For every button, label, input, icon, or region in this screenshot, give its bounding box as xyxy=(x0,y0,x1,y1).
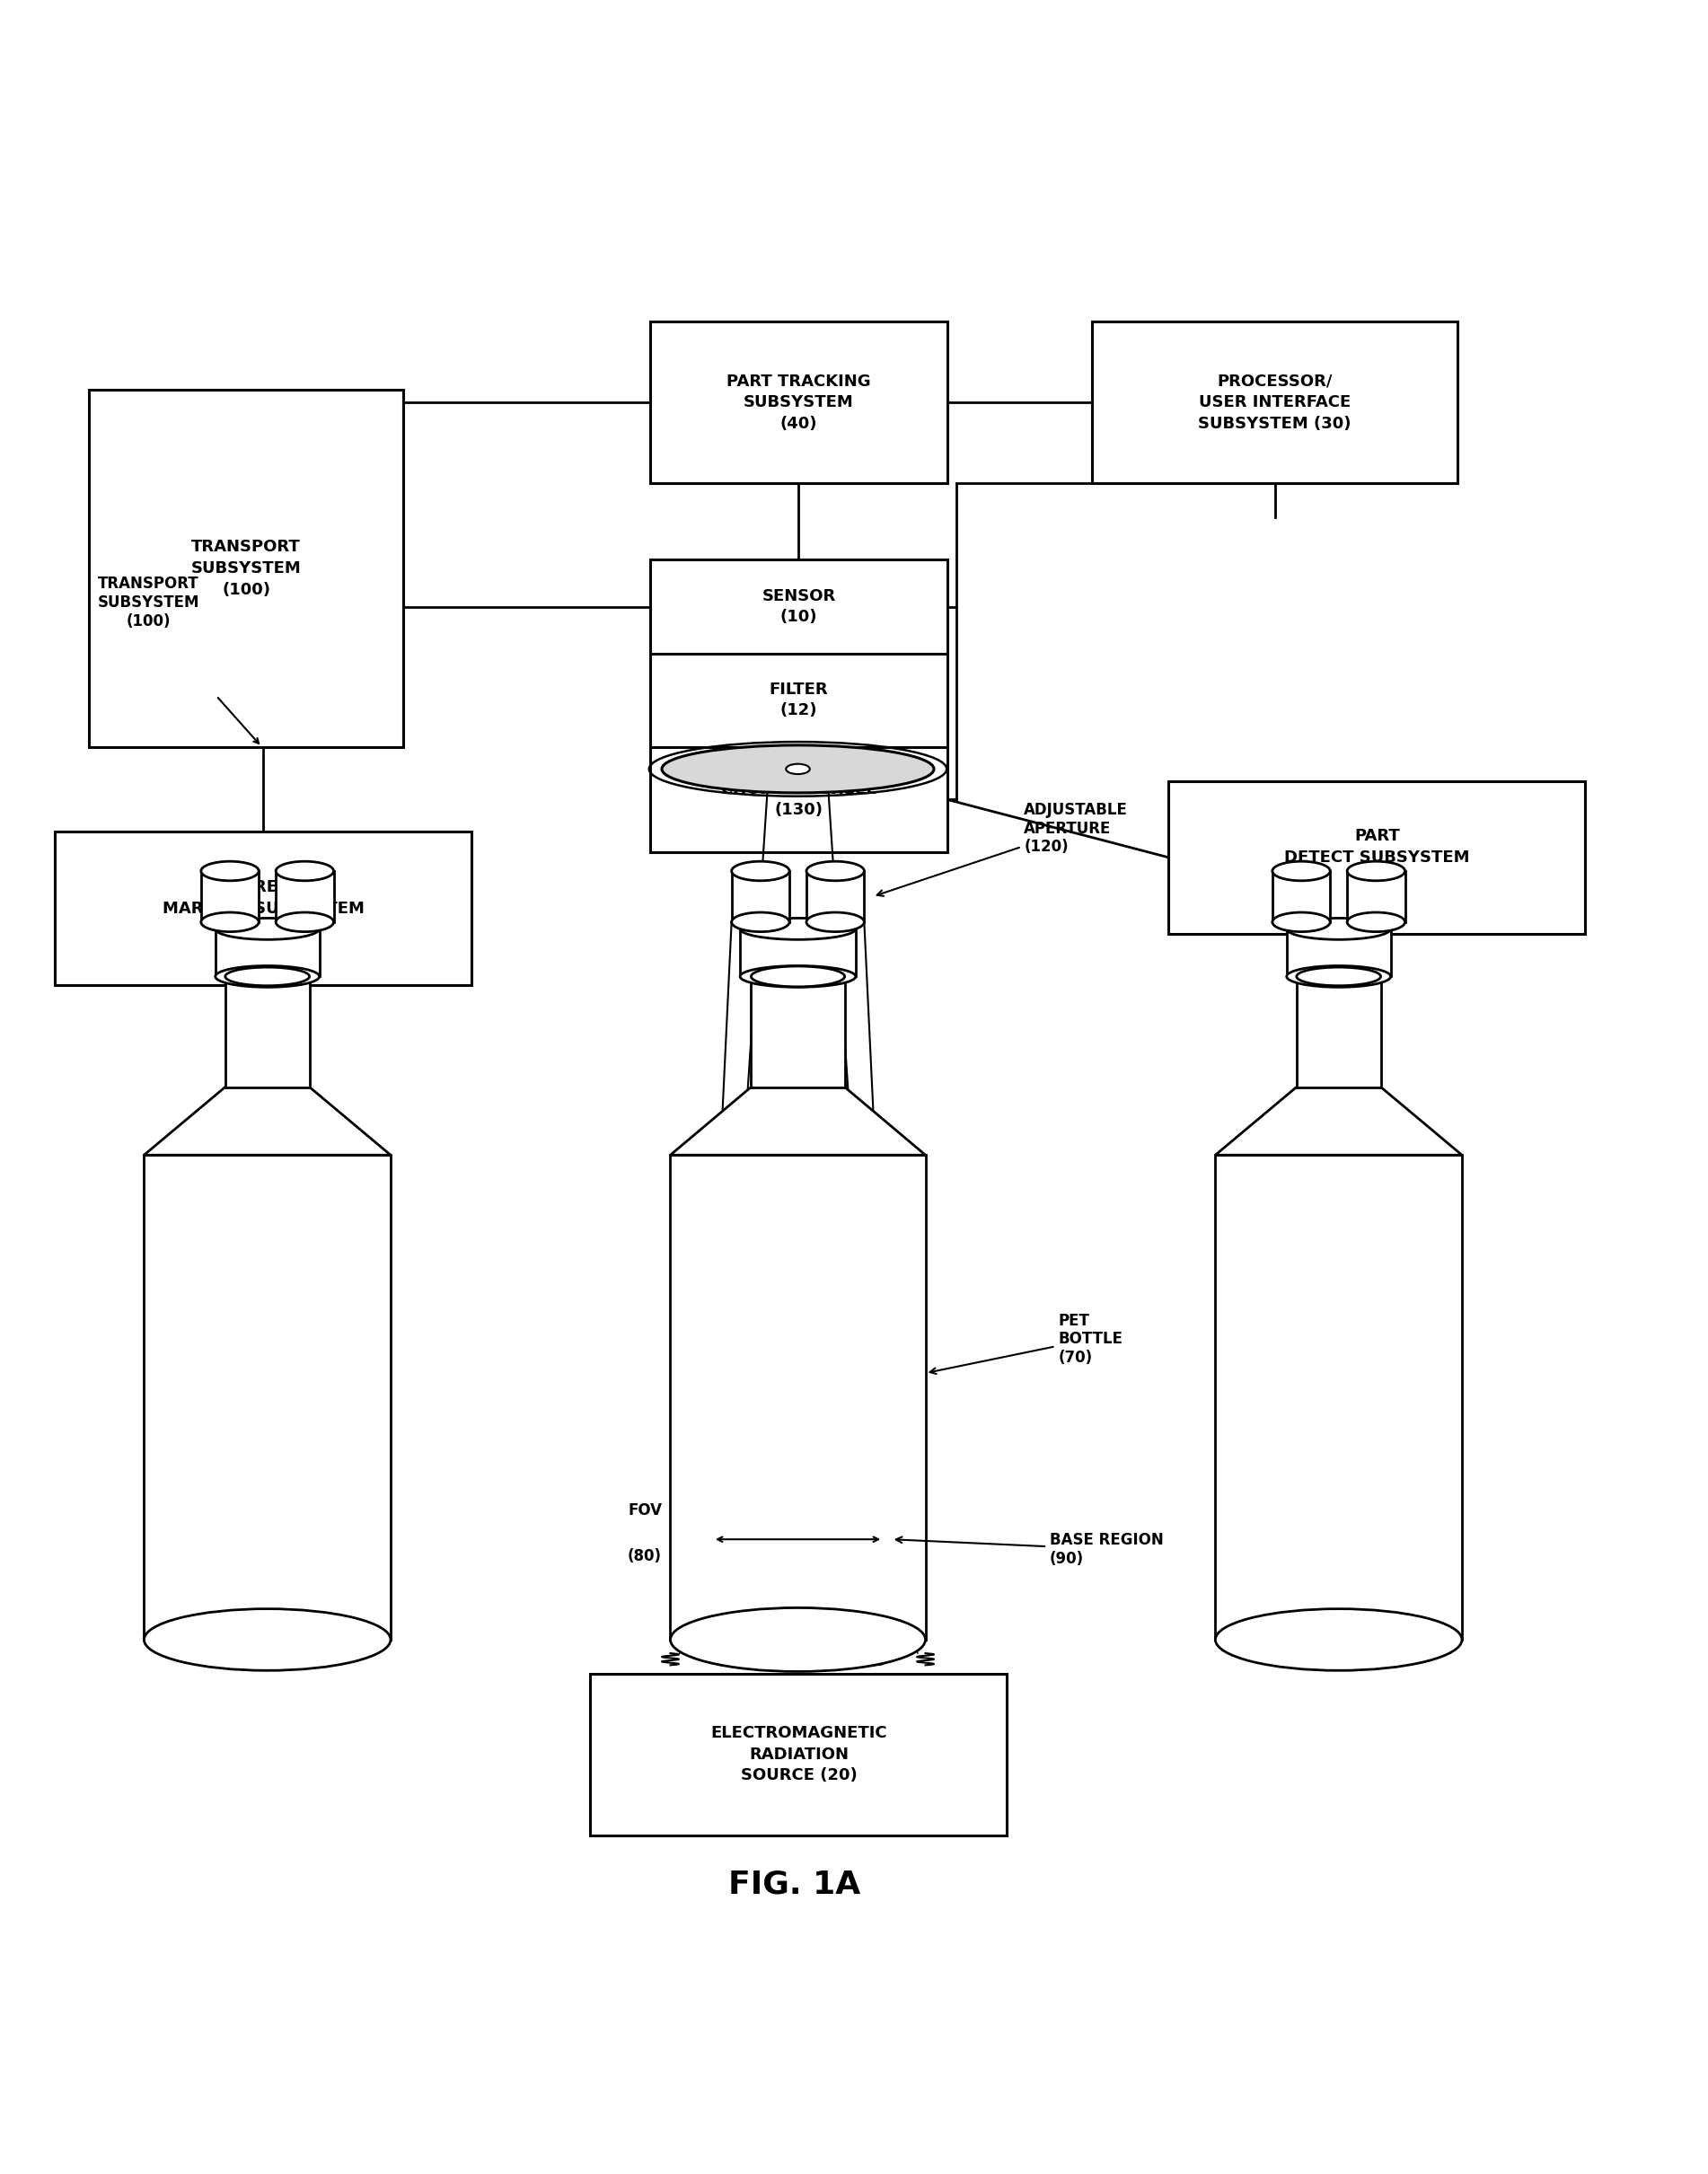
Bar xyxy=(1091,322,1457,483)
Ellipse shape xyxy=(1296,967,1380,985)
Ellipse shape xyxy=(1348,913,1406,933)
Bar xyxy=(704,1489,892,1589)
Ellipse shape xyxy=(275,861,333,880)
Ellipse shape xyxy=(670,1609,926,1672)
Ellipse shape xyxy=(143,1609,391,1670)
Ellipse shape xyxy=(740,965,856,987)
Text: PROCESSOR/
USER INTERFACE
SUBSYSTEM (30): PROCESSOR/ USER INTERFACE SUBSYSTEM (30) xyxy=(1199,374,1351,433)
Ellipse shape xyxy=(1348,861,1406,880)
Text: FILTER
(12): FILTER (12) xyxy=(769,680,828,720)
Ellipse shape xyxy=(731,913,789,933)
Ellipse shape xyxy=(806,913,864,933)
Bar xyxy=(225,976,309,1087)
Text: TRANSPORT
SUBSYSTEM
(100): TRANSPORT SUBSYSTEM (100) xyxy=(97,576,200,628)
Ellipse shape xyxy=(275,913,333,933)
Ellipse shape xyxy=(786,763,810,774)
Ellipse shape xyxy=(202,861,260,880)
Text: ADJUSTABLE
APERTURE
(120): ADJUSTABLE APERTURE (120) xyxy=(876,802,1127,896)
Ellipse shape xyxy=(731,861,789,880)
Bar xyxy=(651,654,948,748)
Bar xyxy=(1168,780,1585,935)
Bar xyxy=(740,928,856,976)
Ellipse shape xyxy=(202,913,260,933)
Ellipse shape xyxy=(1272,861,1331,880)
Text: PART
DETECT SUBSYSTEM
(50): PART DETECT SUBSYSTEM (50) xyxy=(1284,828,1469,887)
Text: (80): (80) xyxy=(629,1548,661,1563)
Bar xyxy=(215,928,319,976)
Ellipse shape xyxy=(740,917,856,939)
Text: SENSOR
(10): SENSOR (10) xyxy=(762,587,835,626)
Polygon shape xyxy=(143,1087,391,1154)
Bar xyxy=(89,389,403,748)
Bar xyxy=(1348,872,1406,922)
Text: PART TRACKING
SUBSYSTEM
(40): PART TRACKING SUBSYSTEM (40) xyxy=(726,374,871,433)
Text: TRANSPORT
SUBSYSTEM
(100): TRANSPORT SUBSYSTEM (100) xyxy=(191,539,301,598)
Bar xyxy=(752,976,845,1087)
Bar xyxy=(275,872,333,922)
Bar xyxy=(143,1154,391,1639)
Ellipse shape xyxy=(752,965,845,987)
Text: FOV: FOV xyxy=(629,1502,661,1520)
Text: PET
BOTTLE
(70): PET BOTTLE (70) xyxy=(929,1313,1122,1374)
Bar xyxy=(1272,872,1331,922)
Bar xyxy=(1296,976,1380,1087)
Ellipse shape xyxy=(1272,913,1331,933)
Ellipse shape xyxy=(1286,917,1390,939)
Bar xyxy=(670,1154,926,1639)
Polygon shape xyxy=(670,1087,926,1154)
Bar xyxy=(1216,1154,1462,1639)
Text: FIG. 1A: FIG. 1A xyxy=(728,1870,861,1900)
Bar xyxy=(651,748,948,852)
Bar xyxy=(55,833,471,985)
Ellipse shape xyxy=(215,917,319,939)
Text: CHOPPER WHEEL
(130): CHOPPER WHEEL (130) xyxy=(721,780,876,817)
Bar xyxy=(806,872,864,922)
Bar xyxy=(651,322,948,483)
Ellipse shape xyxy=(1216,1609,1462,1670)
Ellipse shape xyxy=(225,967,309,985)
Text: BASE REGION
(90): BASE REGION (90) xyxy=(897,1533,1163,1567)
Ellipse shape xyxy=(661,746,934,794)
Ellipse shape xyxy=(806,861,864,880)
Bar xyxy=(591,1674,1008,1835)
Bar xyxy=(202,872,260,922)
Ellipse shape xyxy=(215,965,319,987)
Bar xyxy=(651,561,948,654)
Bar xyxy=(1286,928,1390,976)
Ellipse shape xyxy=(1286,965,1390,987)
Bar xyxy=(731,872,789,922)
Text: PART REJECT/
MARKING SUBSYSTEM
(60): PART REJECT/ MARKING SUBSYSTEM (60) xyxy=(162,878,364,937)
Polygon shape xyxy=(1216,1087,1462,1154)
Text: ELECTROMAGNETIC
RADIATION
SOURCE (20): ELECTROMAGNETIC RADIATION SOURCE (20) xyxy=(711,1726,886,1783)
